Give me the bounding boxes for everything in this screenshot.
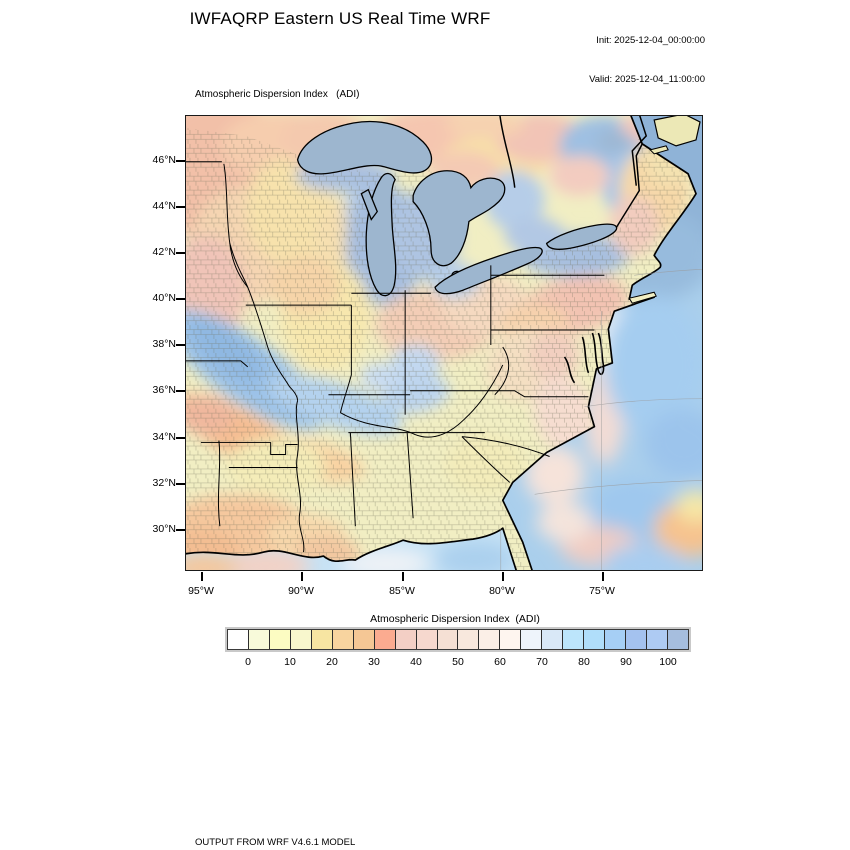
lon-tick-mark (301, 572, 303, 581)
model-info-line1: OUTPUT FROM WRF V4.6.1 MODEL (195, 837, 356, 848)
lat-tick-label: 36°N (152, 384, 176, 396)
atlantic-coastline (501, 116, 697, 570)
colorbar-tick-label: 20 (326, 656, 338, 668)
lon-tick-label: 90°W (288, 585, 314, 597)
lat-tick-mark (176, 344, 185, 346)
colorbar-cell (269, 630, 291, 649)
colorbar-tick-label: 60 (494, 656, 506, 668)
lake-ontario (545, 223, 618, 250)
lat-tick-label: 32°N (152, 477, 176, 489)
gulf-coastline (186, 527, 517, 570)
colorbar-tick-label: 90 (620, 656, 632, 668)
colorbar-cell (521, 630, 543, 649)
colorbar-cell (584, 630, 606, 649)
lat-tick-label: 40°N (152, 292, 176, 304)
lat-tick-mark (176, 390, 185, 392)
nova-scotia (649, 116, 701, 155)
colorbar-tick-label: 30 (368, 656, 380, 668)
colorbar-tick-label: 80 (578, 656, 590, 668)
lat-tick-mark (176, 529, 185, 531)
init-time: Init: 2025-12-04_00:00:00 (596, 35, 705, 46)
colorbar-cell (626, 630, 648, 649)
lat-tick-mark (176, 483, 185, 485)
colorbar-cell (395, 630, 417, 649)
lat-tick-label: 34°N (152, 431, 176, 443)
lon-tick-label: 85°W (389, 585, 415, 597)
lat-tick-mark (176, 298, 185, 300)
lon-tick-mark (402, 572, 404, 581)
lat-tick-label: 44°N (152, 200, 176, 212)
graticule (500, 269, 702, 570)
lat-tick-mark (176, 437, 185, 439)
colorbar-cell (563, 630, 585, 649)
colorbar-cell (374, 630, 396, 649)
map-canvas (185, 115, 703, 571)
lat-tick-label: 46°N (152, 154, 176, 166)
colorbar-cell (668, 630, 688, 649)
state-borders (186, 161, 605, 553)
lat-tick-label: 38°N (152, 338, 176, 350)
run-times: Init: 2025-12-04_00:00:00 Valid: 2025-12… (460, 8, 705, 112)
lat-tick-mark (176, 160, 185, 162)
colorbar-tick-label: 70 (536, 656, 548, 668)
lon-tick-label: 95°W (188, 585, 214, 597)
colorbar-cell (228, 630, 249, 649)
colorbar-cell (437, 630, 459, 649)
valid-time: Valid: 2025-12-04_11:00:00 (589, 74, 705, 85)
lat-tick-mark (176, 206, 185, 208)
colorbar-tick-label: 40 (410, 656, 422, 668)
lon-tick-mark (502, 572, 504, 581)
colorbar (225, 627, 691, 652)
colorbar-cell (290, 630, 312, 649)
lake-huron (412, 170, 506, 267)
lon-tick-label: 80°W (489, 585, 515, 597)
colorbar-cell (479, 630, 501, 649)
colorbar-cell (458, 630, 480, 649)
colorbar-cell (353, 630, 375, 649)
colorbar-cell (605, 630, 627, 649)
lon-tick-mark (201, 572, 203, 581)
colorbar-cell (311, 630, 333, 649)
lat-tick-label: 42°N (152, 246, 176, 258)
colorbar-cell (647, 630, 669, 649)
colorbar-cell (248, 630, 270, 649)
canada-border (499, 116, 648, 228)
lat-tick-mark (176, 252, 185, 254)
colorbar-cell (542, 630, 564, 649)
adi-map (186, 116, 702, 570)
colorbar-tick-label: 10 (284, 656, 296, 668)
colorbar-cell (500, 630, 522, 649)
green-bay (360, 188, 378, 221)
colorbar-cell (416, 630, 438, 649)
lon-tick-mark (602, 572, 604, 581)
colorbar-labels: 0 10 20 30 40 50 60 70 80 90 100 (227, 656, 689, 670)
colorbar-cell (332, 630, 354, 649)
colorbar-tick-label: 0 (245, 656, 251, 668)
colorbar-title: Atmospheric Dispersion Index (ADI) (370, 613, 540, 625)
page-title: IWFAQRP Eastern US Real Time WRF (189, 9, 491, 28)
lake-erie (434, 246, 543, 295)
map-subtitle: Atmospheric Dispersion Index (ADI) (195, 89, 360, 100)
long-island (628, 291, 657, 304)
model-info: OUTPUT FROM WRF V4.6.1 MODEL WE = 310 ; … (195, 809, 569, 850)
lat-tick-label: 30°N (152, 523, 176, 535)
lon-tick-label: 75°W (589, 585, 615, 597)
colorbar-tick-label: 100 (659, 656, 677, 668)
great-lakes (296, 120, 618, 297)
colorbar-tick-label: 50 (452, 656, 464, 668)
lake-superior (296, 120, 433, 175)
